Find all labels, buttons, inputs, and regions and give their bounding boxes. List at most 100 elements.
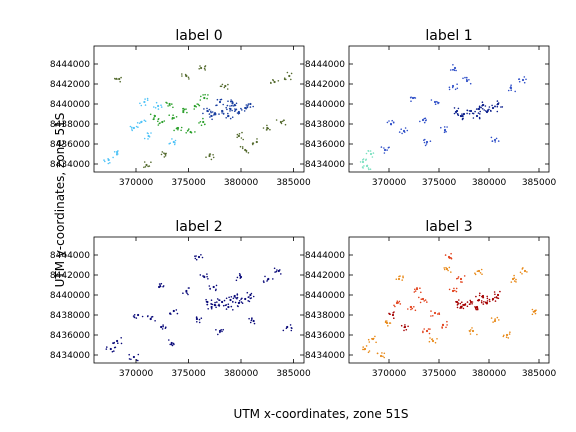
data-point [266, 280, 268, 282]
data-point [239, 277, 242, 279]
data-point [161, 120, 164, 124]
data-point [461, 281, 463, 283]
data-point [238, 301, 241, 304]
data-point [490, 317, 493, 319]
data-point [418, 296, 420, 299]
data-point [367, 167, 370, 169]
data-point [186, 111, 188, 114]
data-point [270, 81, 272, 84]
data-point [199, 121, 202, 123]
data-point [160, 326, 162, 328]
data-point [481, 101, 484, 103]
data-point [157, 104, 160, 108]
data-point [175, 309, 178, 311]
data-point [288, 74, 291, 78]
data-point [280, 122, 283, 125]
x-tick-label: 370000 [372, 178, 407, 188]
data-point [241, 109, 243, 111]
data-point [109, 347, 112, 351]
data-point [216, 298, 219, 300]
data-point [481, 273, 483, 276]
data-point [262, 127, 265, 129]
data-point [150, 161, 152, 163]
data-point [218, 100, 222, 104]
x-tick-label: 370000 [119, 369, 154, 379]
data-point [461, 301, 463, 304]
data-point [469, 299, 472, 302]
data-point [136, 122, 139, 124]
data-point [428, 340, 431, 343]
data-point [476, 308, 479, 311]
data-point [193, 108, 195, 110]
figure-ylabel: UTM y-coordinates, zone 51S [53, 113, 67, 288]
data-point [407, 325, 409, 328]
data-point [223, 299, 226, 302]
data-point [387, 146, 390, 149]
data-point [148, 165, 151, 167]
data-point [117, 342, 119, 345]
data-point [200, 124, 203, 127]
data-point [211, 118, 213, 121]
data-point [269, 128, 271, 131]
data-point [173, 117, 176, 119]
data-point [507, 89, 510, 92]
data-point [415, 287, 419, 291]
data-point [486, 303, 488, 305]
x-tick-label: 380000 [224, 178, 259, 188]
data-point [445, 266, 447, 269]
data-point [531, 313, 534, 316]
data-point [399, 303, 402, 305]
data-point [263, 281, 265, 284]
data-point [391, 313, 395, 317]
data-point [457, 107, 460, 110]
data-point [188, 128, 190, 130]
data-point [403, 131, 406, 133]
data-point [151, 315, 154, 318]
data-point [521, 78, 525, 82]
data-point [494, 318, 496, 321]
data-point [402, 276, 404, 279]
data-point [195, 316, 198, 319]
data-point [197, 255, 201, 259]
data-point [188, 78, 190, 80]
data-point [145, 163, 148, 167]
data-point [445, 267, 449, 271]
data-point [203, 67, 206, 70]
data-point [143, 119, 146, 122]
data-point [279, 269, 281, 271]
data-point [513, 274, 515, 277]
data-point [176, 312, 179, 315]
data-point [462, 304, 464, 306]
data-point [181, 73, 183, 75]
data-point [163, 156, 166, 158]
y-tick-label: 8442000 [305, 80, 345, 90]
data-point [531, 308, 534, 311]
data-point [510, 86, 512, 88]
data-point [170, 341, 173, 345]
data-point [204, 69, 206, 71]
data-point [404, 324, 406, 326]
data-point [200, 95, 202, 98]
data-point [429, 337, 431, 339]
data-point [453, 107, 456, 109]
data-point [459, 115, 462, 117]
y-tick-label: 8440000 [305, 100, 345, 110]
data-point [494, 105, 496, 107]
data-point [247, 104, 249, 107]
data-point [381, 352, 383, 354]
data-point [229, 117, 232, 120]
y-tick-label: 8436000 [305, 140, 345, 150]
data-point [222, 328, 224, 331]
data-point [361, 160, 365, 164]
data-point [391, 119, 394, 122]
data-point [264, 275, 266, 278]
data-point [422, 330, 424, 333]
data-point [430, 315, 432, 317]
data-point [144, 104, 147, 106]
data-point [182, 292, 184, 295]
data-point [204, 123, 206, 126]
data-point [365, 159, 367, 161]
data-point [132, 315, 135, 317]
data-point [132, 355, 135, 359]
data-point [112, 156, 114, 159]
